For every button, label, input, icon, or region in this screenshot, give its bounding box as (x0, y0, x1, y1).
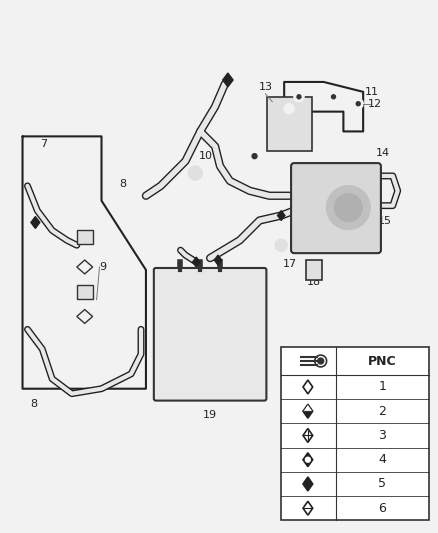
Polygon shape (193, 257, 200, 267)
Text: 13: 13 (258, 82, 272, 92)
Polygon shape (303, 405, 313, 411)
Text: 5: 5 (378, 478, 386, 490)
Text: 20: 20 (266, 141, 280, 151)
Circle shape (327, 186, 370, 229)
Text: 9: 9 (99, 262, 107, 272)
Text: 7: 7 (40, 139, 47, 149)
Text: 19: 19 (203, 410, 217, 421)
Circle shape (188, 166, 202, 180)
Circle shape (284, 104, 294, 114)
FancyBboxPatch shape (154, 268, 266, 401)
Polygon shape (214, 255, 222, 265)
Text: PNC: PNC (368, 354, 397, 368)
Polygon shape (303, 453, 313, 467)
Text: 11: 11 (365, 87, 379, 97)
Circle shape (249, 150, 261, 162)
Polygon shape (31, 216, 40, 229)
Text: 2: 2 (378, 405, 386, 418)
Circle shape (335, 194, 362, 222)
Circle shape (305, 457, 311, 462)
Bar (77, 285, 92, 298)
Text: 4: 4 (378, 453, 386, 466)
Text: 16: 16 (203, 270, 217, 280)
Circle shape (275, 239, 287, 251)
Circle shape (332, 95, 336, 99)
Bar (267, 97, 312, 151)
Polygon shape (303, 477, 313, 491)
Text: 14: 14 (376, 148, 390, 158)
Circle shape (297, 95, 301, 99)
Circle shape (252, 154, 257, 159)
Bar (281, 347, 429, 520)
Text: 10: 10 (199, 151, 213, 161)
Text: 18: 18 (307, 277, 321, 287)
Polygon shape (303, 405, 313, 418)
Text: 15: 15 (378, 215, 392, 225)
FancyBboxPatch shape (291, 163, 381, 253)
Text: 12: 12 (368, 99, 382, 109)
Polygon shape (223, 73, 233, 87)
Text: 6: 6 (378, 502, 386, 515)
Polygon shape (278, 211, 285, 221)
Circle shape (353, 99, 363, 109)
Bar (77, 230, 92, 244)
Circle shape (356, 102, 360, 106)
Bar (306, 260, 321, 280)
Text: 8: 8 (30, 399, 38, 409)
Text: 1: 1 (378, 381, 386, 393)
Text: 17: 17 (283, 259, 297, 269)
Text: 8: 8 (119, 179, 127, 189)
Circle shape (294, 92, 304, 102)
Circle shape (328, 92, 339, 102)
Circle shape (318, 358, 324, 364)
Text: 3: 3 (378, 429, 386, 442)
